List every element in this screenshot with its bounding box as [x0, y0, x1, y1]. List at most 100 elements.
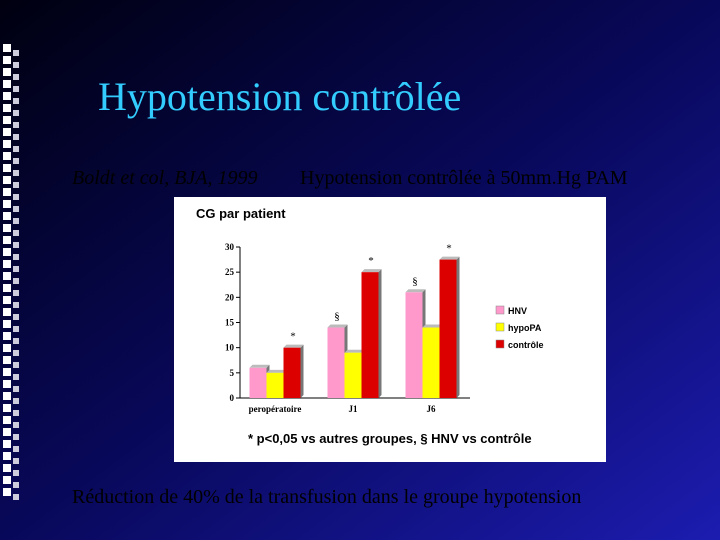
decor-square: [13, 398, 19, 404]
bar-top: [422, 324, 443, 328]
decor-square: [13, 266, 19, 272]
legend-swatch: [495, 322, 505, 332]
decor-square: [13, 302, 19, 308]
y-tick-label: 20: [225, 292, 235, 302]
decor-square: [13, 158, 19, 164]
annotation: §: [412, 275, 418, 287]
decor-square: [3, 104, 11, 112]
decor-square: [3, 284, 11, 292]
decor-square: [13, 482, 19, 488]
decor-square: [3, 344, 11, 352]
bar: [361, 272, 379, 398]
decor-square: [3, 248, 11, 256]
decor-square: [13, 362, 19, 368]
decor-square: [13, 470, 19, 476]
decor-square: [3, 44, 11, 52]
decor-square: [3, 116, 11, 124]
decor-square: [3, 416, 11, 424]
decor-square: [13, 182, 19, 188]
subtitle: Hypotension contrôlée à 50mm.Hg PAM: [300, 167, 628, 189]
decor-square: [3, 356, 11, 364]
bar: [327, 327, 345, 398]
y-tick-label: 0: [230, 393, 235, 403]
decor-strip: [3, 44, 19, 500]
decor-square: [3, 56, 11, 64]
decor-square: [3, 140, 11, 148]
bar-top: [344, 349, 365, 353]
decor-square: [3, 224, 11, 232]
bar-side: [456, 256, 460, 398]
decor-square: [13, 242, 19, 248]
decor-square: [13, 230, 19, 236]
decor-square: [3, 188, 11, 196]
decor-square: [13, 434, 19, 440]
decor-square: [13, 74, 19, 80]
decor-square: [3, 212, 11, 220]
bar-top: [266, 369, 287, 373]
decor-square: [3, 308, 11, 316]
decor-square: [3, 176, 11, 184]
bar-top: [361, 269, 382, 273]
bar: [283, 347, 301, 398]
decor-square: [3, 452, 11, 460]
decor-square: [3, 80, 11, 88]
legend-label: HNV: [508, 306, 527, 316]
decor-square: [3, 464, 11, 472]
slide-title: Hypotension contrôlée: [98, 74, 461, 119]
decor-square: [3, 380, 11, 388]
y-tick-label: 30: [225, 242, 235, 252]
decor-square: [13, 146, 19, 152]
annotation: *: [446, 243, 452, 255]
decor-square: [3, 272, 11, 280]
decor-square: [13, 326, 19, 332]
x-tick-label: peropératoire: [249, 404, 302, 414]
annotation: §: [334, 311, 340, 323]
x-tick-label: J1: [349, 404, 359, 414]
decor-square: [13, 62, 19, 68]
y-tick-label: 10: [225, 343, 235, 353]
legend-label: contrôle: [508, 340, 544, 350]
decor-square: [3, 428, 11, 436]
bar-top: [405, 289, 426, 293]
decor-square: [13, 290, 19, 296]
decor-square: [13, 50, 19, 56]
conclusion: Réduction de 40% de la transfusion dans …: [72, 486, 581, 508]
decor-square: [13, 446, 19, 452]
decor-square: [3, 260, 11, 268]
decor-square: [13, 422, 19, 428]
y-tick-label: 25: [225, 267, 235, 277]
decor-square: [13, 134, 19, 140]
bar: [405, 292, 423, 398]
decor-square: [3, 200, 11, 208]
annotation: *: [290, 331, 296, 343]
bar-top: [327, 324, 348, 328]
decor-square: [13, 86, 19, 92]
y-tick-label: 15: [225, 318, 235, 328]
decor-square: [13, 278, 19, 284]
bar: [344, 352, 362, 398]
decor-square: [13, 386, 19, 392]
footnote: * p<0,05 vs autres groupes, § HNV vs con…: [248, 431, 532, 446]
y-tick-label: 5: [230, 368, 235, 378]
annotation: *: [368, 255, 374, 267]
decor-square: [3, 68, 11, 76]
decor-square: [13, 410, 19, 416]
decor-square: [13, 374, 19, 380]
decor-square: [3, 128, 11, 136]
decor-square: [13, 170, 19, 176]
bar: [439, 259, 457, 398]
decor-square: [13, 458, 19, 464]
decor-square: [13, 494, 19, 500]
bar-top: [439, 256, 460, 260]
x-tick-label: J6: [427, 404, 437, 414]
decor-square: [3, 92, 11, 100]
decor-square: [3, 236, 11, 244]
bar-top: [249, 364, 270, 368]
decor-square: [13, 122, 19, 128]
decor-square: [3, 476, 11, 484]
bar-side: [378, 269, 382, 398]
decor-square: [3, 368, 11, 376]
decor-square: [13, 218, 19, 224]
decor-square: [3, 440, 11, 448]
chart-panel: [174, 197, 606, 462]
